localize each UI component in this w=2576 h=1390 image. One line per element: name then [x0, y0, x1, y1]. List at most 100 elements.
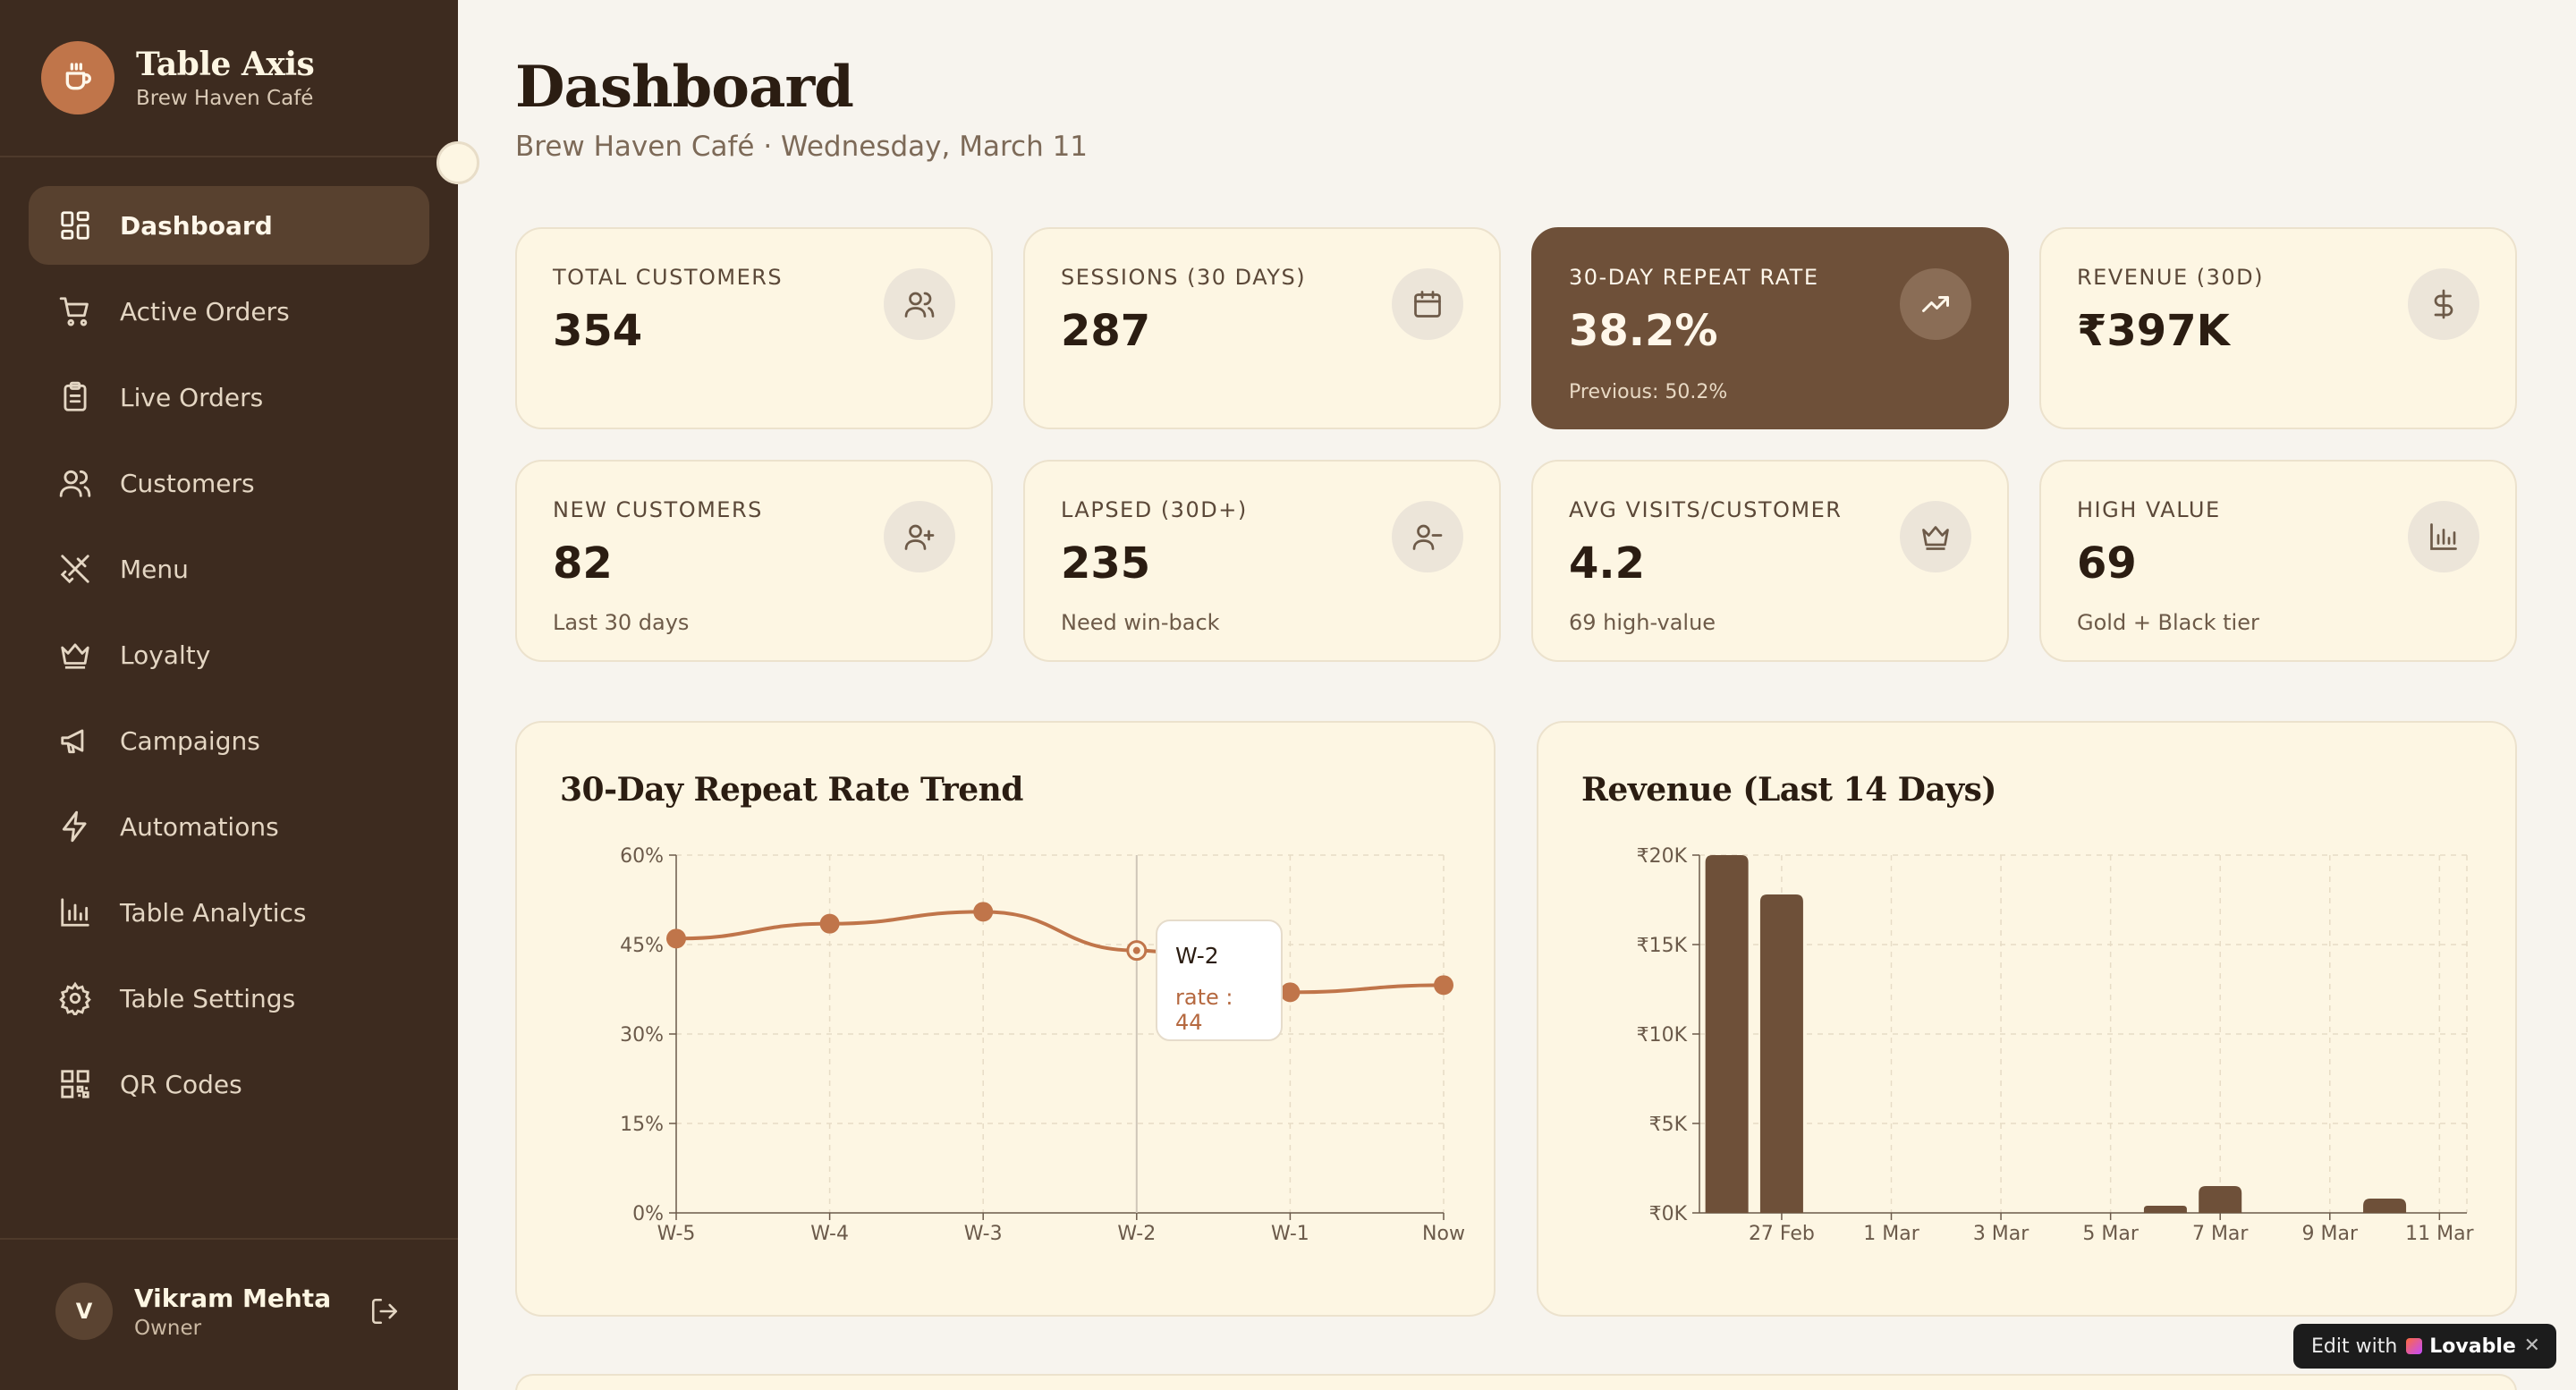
dollar-icon: [2408, 268, 2479, 340]
sidebar-item-table-settings[interactable]: Table Settings: [29, 959, 429, 1038]
utensils-icon: [57, 551, 93, 587]
repeat-rate-panel: 30-Day Repeat Rate Trend 0% 15% 30% 45% 60% W…: [515, 721, 1496, 1317]
x-tick-label: 11 Mar: [2405, 1223, 2474, 1245]
x-tick-label: 27 Feb: [1749, 1223, 1815, 1245]
x-tick-label: W-4: [810, 1223, 849, 1245]
sidebar-item-loyalty[interactable]: Loyalty: [29, 615, 429, 694]
lovable-prefix: Edit with: [2311, 1335, 2398, 1358]
crown-icon: [57, 637, 93, 673]
bar-chart-icon: [57, 894, 93, 930]
sidebar-item-live-orders[interactable]: Live Orders: [29, 358, 429, 436]
stat-card-avg-visits[interactable]: Avg Visits/Customer 4.2 69 high-value: [1531, 460, 2009, 662]
stat-value: 82: [553, 538, 613, 589]
stat-label: Total Customers: [553, 265, 784, 290]
clipboard-icon: [57, 379, 93, 415]
sidebar-item-customers[interactable]: Customers: [29, 444, 429, 522]
stat-label: Lapsed (30D+): [1061, 497, 1248, 522]
sidebar-item-dashboard[interactable]: Dashboard: [29, 186, 429, 265]
stat-value: 4.2: [1569, 538, 1646, 589]
y-tick-label: ₹20K: [1637, 845, 1688, 868]
repeat-rate-line-chart[interactable]: 0% 15% 30% 45% 60% W-5 W-4 W-3 W-2 W-1 Now: [517, 723, 1497, 1318]
stat-card-high-value[interactable]: High Value 69 Gold + Black tier: [2039, 460, 2517, 662]
stat-card-lapsed[interactable]: Lapsed (30D+) 235 Need win-back: [1023, 460, 1501, 662]
x-tick-label: Now: [1422, 1223, 1465, 1245]
sidebar-item-menu[interactable]: Menu: [29, 530, 429, 608]
sidebar-item-campaigns[interactable]: Campaigns: [29, 701, 429, 780]
stat-note: Last 30 days: [553, 610, 690, 635]
stat-card-total-customers[interactable]: Total Customers 354: [515, 227, 993, 429]
data-point: [973, 902, 994, 922]
sidebar-item-label: Menu: [120, 554, 189, 584]
page-title: Dashboard: [515, 54, 854, 121]
revenue-panel: Revenue (Last 14 Days) ₹0K ₹5K ₹10K ₹15K ₹20…: [1537, 721, 2517, 1317]
x-tick-label: 1 Mar: [1863, 1223, 1919, 1245]
sidebar-item-label: Customers: [120, 468, 255, 498]
stat-value: 38.2%: [1569, 306, 1718, 356]
bar-chart-icon: [2408, 501, 2479, 572]
edit-with-lovable-badge[interactable]: Edit with Lovable ✕: [2293, 1324, 2556, 1369]
lovable-brand: Lovable: [2429, 1335, 2516, 1358]
bar: [2363, 1199, 2407, 1213]
stat-note: Gold + Black tier: [2077, 610, 2259, 635]
sidebar-nav: Dashboard Active Orders Live Orders Cust…: [29, 186, 429, 1131]
sidebar: Table Axis Brew Haven Café Dashboard Act…: [0, 0, 458, 1390]
sidebar-item-label: Automations: [120, 811, 279, 842]
logout-icon[interactable]: [365, 1292, 404, 1331]
sidebar-divider: [0, 156, 458, 157]
bar: [1705, 855, 1749, 1213]
stat-value: ₹397K: [2077, 306, 2230, 356]
series-line: [675, 910, 1445, 995]
revenue-bar-chart[interactable]: ₹0K ₹5K ₹10K ₹15K ₹20K 27 Feb 1 Mar 3 Mar 5 Mar 7…: [1538, 723, 2519, 1318]
stat-label: Sessions (30 Days): [1061, 265, 1307, 290]
close-icon[interactable]: ✕: [2523, 1335, 2540, 1357]
sidebar-item-active-orders[interactable]: Active Orders: [29, 272, 429, 351]
tooltip-label: W-2: [1175, 943, 1219, 969]
stat-card-new-customers[interactable]: New Customers 82 Last 30 days: [515, 460, 993, 662]
x-tick-label: W-3: [964, 1223, 1003, 1245]
avatar[interactable]: V: [55, 1283, 113, 1340]
y-tick-label: ₹5K: [1649, 1114, 1688, 1136]
calendar-icon: [1392, 268, 1463, 340]
bar: [2199, 1186, 2242, 1213]
stat-value: 235: [1061, 538, 1151, 589]
stat-value: 69: [2077, 538, 2137, 589]
y-tick-label: ₹0K: [1649, 1203, 1688, 1225]
next-panel: [515, 1374, 2517, 1390]
bolt-icon: [57, 809, 93, 844]
stat-value: 287: [1061, 306, 1151, 356]
user-role: Owner: [134, 1316, 202, 1340]
brand-subtitle: Brew Haven Café: [136, 87, 314, 110]
user-profile: V Vikram Mehta Owner: [55, 1283, 404, 1340]
stat-card-sessions[interactable]: Sessions (30 Days) 287: [1023, 227, 1501, 429]
stat-card-revenue[interactable]: Revenue (30D) ₹397K: [2039, 227, 2517, 429]
x-tick-label: 3 Mar: [1973, 1223, 2029, 1245]
users-icon: [57, 465, 93, 501]
sidebar-item-table-analytics[interactable]: Table Analytics: [29, 873, 429, 952]
sidebar-collapse-handle[interactable]: [436, 141, 479, 184]
brand[interactable]: Table Axis Brew Haven Café: [41, 41, 315, 114]
sidebar-item-automations[interactable]: Automations: [29, 787, 429, 866]
y-tick-label: 15%: [620, 1114, 664, 1136]
panel-title: Revenue (Last 14 Days): [1581, 771, 1996, 809]
stat-note: 69 high-value: [1569, 610, 1716, 635]
sidebar-item-label: Dashboard: [120, 210, 273, 241]
sidebar-item-label: Table Settings: [120, 983, 296, 1013]
panel-title: 30-Day Repeat Rate Trend: [560, 771, 1023, 809]
stat-label: Revenue (30D): [2077, 265, 2264, 290]
data-point: [666, 928, 686, 949]
user-minus-icon: [1392, 501, 1463, 572]
x-tick-label: W-2: [1117, 1223, 1156, 1245]
data-point-center: [1132, 946, 1140, 954]
stat-card-repeat-rate[interactable]: 30-Day Repeat Rate 38.2% Previous: 50.2%: [1531, 227, 2009, 429]
lovable-heart-icon: [2406, 1338, 2423, 1354]
y-tick-label: 0%: [632, 1203, 664, 1225]
tooltip-value: rate : 44: [1175, 985, 1233, 1035]
trending-up-icon: [1900, 268, 1971, 340]
y-tick-label: ₹10K: [1637, 1024, 1688, 1047]
x-tick-label: 5 Mar: [2082, 1223, 2139, 1245]
sidebar-item-qr-codes[interactable]: QR Codes: [29, 1045, 429, 1123]
page-subtitle: Brew Haven Café · Wednesday, March 11: [515, 131, 1089, 163]
sidebar-item-label: Active Orders: [120, 296, 290, 326]
dashboard-grid-icon: [57, 208, 93, 243]
y-tick-label: 60%: [620, 845, 664, 868]
